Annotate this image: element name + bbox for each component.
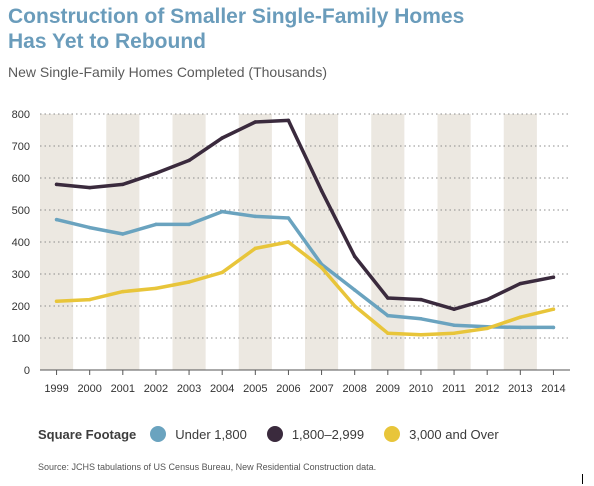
y-tick-label-300: 300: [12, 269, 30, 281]
x-tick-label-2012: 2012: [475, 383, 499, 395]
data-point-1-800-2-999-2014: [551, 275, 556, 279]
data-point-3-000-and-over-2001: [121, 289, 125, 294]
data-point-1-800-2-999-2008: [352, 254, 357, 259]
data-point-3-000-and-over-2003: [187, 280, 191, 284]
data-point-3-000-and-over-2007: [319, 265, 324, 270]
x-tick-label-2002: 2002: [144, 383, 168, 395]
x-tick-label-1999: 1999: [44, 383, 68, 395]
x-tick-label-2005: 2005: [243, 383, 267, 395]
x-tick-label-2006: 2006: [276, 383, 300, 395]
data-point-under-1-800-2008: [352, 288, 357, 292]
x-tick-label-2010: 2010: [409, 383, 433, 395]
data-point-1-800-2-999-2006: [286, 118, 291, 123]
data-point-3-000-and-over-2012: [485, 326, 489, 331]
legend-item-1800-2999: 1,800–2,999: [266, 426, 365, 442]
legend-item-under-1800: Under 1,800: [150, 426, 247, 442]
x-tick-label-2004: 2004: [210, 383, 234, 395]
y-tick-label-0: 0: [24, 365, 30, 377]
x-tick-label-2007: 2007: [309, 383, 333, 395]
x-tick-label-2009: 2009: [376, 383, 400, 395]
y-tick-label-600: 600: [12, 173, 30, 185]
y-tick-label-400: 400: [12, 237, 30, 249]
legend-swatch-3000-over: [384, 426, 401, 442]
data-point-under-1-800-2013: [518, 325, 523, 330]
data-point-under-1-800-2000: [87, 225, 92, 230]
data-point-3-000-and-over-2010: [419, 333, 423, 337]
legend-swatch-1800-2999: [266, 426, 283, 442]
y-tick-label-200: 200: [12, 301, 30, 313]
x-tick-label-2003: 2003: [177, 383, 201, 395]
data-point-1-800-2-999-2012: [485, 297, 489, 302]
x-tick-label-2008: 2008: [342, 383, 366, 395]
data-point-under-1-800-2004: [220, 209, 224, 214]
chart-subtitle: New Single-Family Homes Completed (Thous…: [8, 64, 328, 80]
title-line-1: Construction of Smaller Single-Family Ho…: [8, 5, 465, 28]
data-point-3-000-and-over-2014: [551, 307, 556, 311]
data-point-1-800-2-999-2011: [452, 307, 456, 311]
data-point-under-1-800-2005: [253, 214, 258, 219]
data-point-under-1-800-2003: [187, 222, 191, 227]
y-tick-label-800: 800: [12, 109, 30, 121]
year-band-2001: [106, 114, 140, 370]
data-point-under-1-800-2006: [286, 216, 291, 220]
data-point-1-800-2-999-2009: [386, 296, 390, 300]
y-tick-label-700: 700: [12, 141, 30, 153]
data-point-under-1-800-2001: [121, 232, 125, 236]
chart-title: Construction of Smaller Single-Family Ho…: [8, 4, 568, 54]
data-point-3-000-and-over-2008: [352, 304, 357, 308]
data-point-3-000-and-over-2002: [154, 286, 158, 291]
data-point-3-000-and-over-2006: [286, 240, 291, 244]
series-line-1-800-2-999: [54, 118, 556, 311]
legend-item-3000-over: 3,000 and Over: [384, 426, 499, 442]
series-line-under-1-800: [54, 209, 556, 330]
legend-title: Square Footage: [38, 426, 137, 442]
y-tick-label-100: 100: [12, 333, 30, 345]
data-point-3-000-and-over-2013: [518, 315, 523, 319]
legend-swatch-under-1800: [150, 426, 167, 442]
data-point-1-800-2-999-2002: [154, 171, 158, 175]
legend: Square Footage Under 1,800 1,800–2,999 3…: [38, 424, 519, 444]
x-tick-label-2013: 2013: [508, 383, 532, 395]
legend-label-3000-over: 3,000 and Over: [409, 426, 499, 442]
data-point-1-800-2-999-2001: [121, 182, 125, 187]
data-point-under-1-800-2009: [386, 313, 390, 318]
x-tick-label-2014: 2014: [541, 383, 565, 395]
y-tick-label-500: 500: [12, 205, 30, 217]
data-point-under-1-800-1999: [54, 217, 59, 222]
data-point-1-800-2-999-2013: [518, 281, 523, 286]
data-point-1-800-2-999-2005: [253, 120, 258, 124]
x-tick-label-2000: 2000: [77, 383, 101, 395]
legend-label-1800-2999: 1,800–2,999: [291, 426, 365, 442]
data-point-1-800-2-999-2003: [187, 158, 191, 163]
edge-mark: [582, 474, 583, 484]
data-point-1-800-2-999-2000: [87, 185, 92, 190]
legend-label-under-1800: Under 1,800: [175, 426, 247, 442]
data-point-3-000-and-over-2005: [253, 246, 258, 251]
data-point-under-1-800-2010: [419, 317, 423, 321]
data-point-1-800-2-999-2010: [419, 297, 423, 302]
data-point-3-000-and-over-1999: [54, 299, 59, 303]
data-point-1-800-2-999-1999: [54, 182, 59, 187]
data-point-1-800-2-999-2004: [220, 136, 224, 140]
data-point-3-000-and-over-2004: [220, 270, 224, 275]
data-point-3-000-and-over-2011: [452, 331, 456, 335]
data-point-3-000-and-over-2009: [386, 331, 390, 335]
source-note: Source: JCHS tabulations of US Census Bu…: [38, 462, 377, 472]
title-line-2: Has Yet to Rebound: [8, 30, 206, 53]
x-tick-label-2001: 2001: [111, 383, 135, 395]
x-tick-label-2011: 2011: [442, 383, 466, 395]
data-point-under-1-800-2014: [551, 325, 556, 330]
series-line-3-000-and-over: [54, 240, 556, 337]
data-point-3-000-and-over-2000: [87, 297, 92, 302]
data-point-under-1-800-2002: [154, 222, 158, 227]
data-point-1-800-2-999-2007: [319, 189, 324, 193]
data-point-under-1-800-2011: [452, 323, 456, 327]
